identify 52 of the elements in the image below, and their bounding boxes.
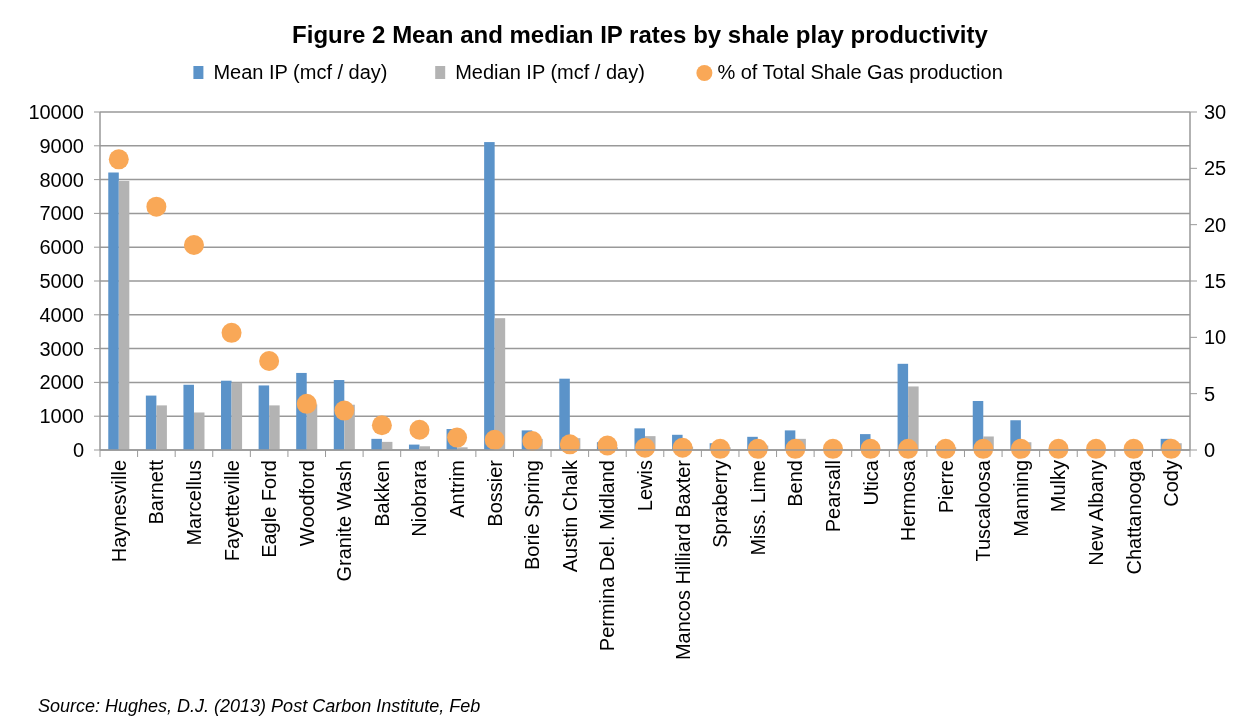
y-tick-label: 4000: [39, 303, 84, 326]
y2-tick-label: 5: [1204, 382, 1216, 405]
x-tick-label: Mancos Hilliard Baxter: [671, 459, 694, 661]
y-tick-label: 6000: [39, 236, 84, 259]
x-tick-label: Fayetteville: [220, 460, 243, 562]
y-tick-label: 2000: [39, 371, 84, 394]
y-tick-label: 8000: [39, 168, 84, 191]
y2-tick-label: 10: [1204, 326, 1227, 349]
y-tick-label: 0: [72, 439, 84, 461]
x-tick-label: Utica: [859, 459, 882, 506]
x-tick-label: Pierre: [934, 460, 957, 514]
source-note: Source: Hughes, D.J. (2013) Post Carbon Institute, Feb: [38, 696, 481, 716]
x-tick-label: Barnett: [145, 459, 168, 525]
x-tick-label: Pearsall: [821, 460, 844, 533]
x-tick-label: New Albany: [1085, 460, 1108, 566]
legend-label: Mean IP (mcf / day): [213, 61, 388, 83]
x-tick-label: Woodford: [295, 460, 318, 547]
x-tick-label: Permina Del. Midland: [596, 460, 619, 652]
x-tick-label: Bend: [784, 460, 807, 507]
legend-label: % of Total Shale Gas production: [717, 61, 1003, 83]
x-tick-label: Granite Wash: [333, 460, 356, 582]
y-tick-label: 5000: [39, 270, 84, 292]
y2-tick-label: 0: [1204, 439, 1216, 461]
x-tick-label: Chattanooga: [1122, 459, 1145, 575]
y2-tick-label: 25: [1204, 157, 1227, 180]
x-tick-label: Manning: [1009, 460, 1032, 537]
x-tick-label: Spraberry: [709, 460, 732, 548]
y2-tick-label: 20: [1204, 213, 1227, 236]
x-tick-label: Borie Spring: [521, 460, 544, 571]
chart-title: Figure 2 Mean and median IP rates by shale play productivity: [292, 21, 989, 48]
x-tick-label: Austin Chalk: [558, 459, 581, 573]
legend-label: Median IP (mcf / day): [455, 61, 645, 83]
y-tick-label: 10000: [28, 101, 84, 123]
x-tick-label: Hermosa: [897, 459, 920, 542]
x-tick-label: Mulky: [1047, 460, 1070, 513]
x-tick-label: Cody: [1160, 460, 1183, 507]
x-tick-label: Bakken: [370, 460, 393, 527]
x-tick-label: Bossier: [483, 459, 506, 527]
x-tick-label: Marcellus: [182, 460, 205, 546]
y-tick-label: 7000: [39, 202, 84, 225]
x-tick-label: Lewis: [634, 460, 656, 512]
x-tick-label: Miss. Lime: [746, 460, 769, 556]
x-tick-label: Niobrara: [408, 459, 431, 537]
y-tick-label: 9000: [39, 134, 84, 157]
y-tick-label: 3000: [39, 337, 84, 360]
y-tick-label: 1000: [39, 405, 84, 428]
x-tick-label: Antrim: [446, 460, 469, 518]
x-tick-label: Tuscaloosa: [972, 459, 995, 562]
y2-tick-label: 30: [1204, 101, 1227, 123]
y2-tick-label: 15: [1204, 270, 1227, 292]
x-tick-label: Eagle Ford: [258, 460, 281, 558]
x-tick-label: Haynesville: [107, 460, 130, 563]
